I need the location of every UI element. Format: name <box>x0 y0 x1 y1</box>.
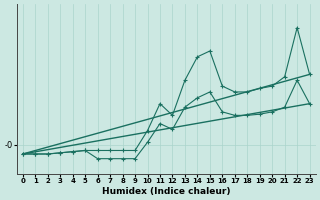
X-axis label: Humidex (Indice chaleur): Humidex (Indice chaleur) <box>102 187 230 196</box>
